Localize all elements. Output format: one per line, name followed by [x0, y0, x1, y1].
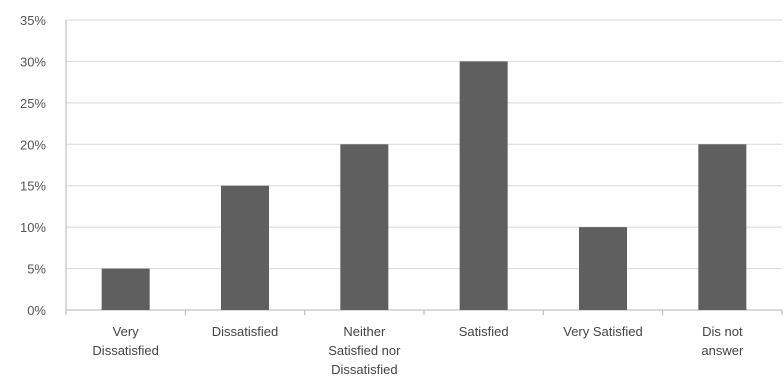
y-tick-label: 20%: [20, 137, 46, 152]
y-tick-labels: 0% 5% 10% 15% 20% 25% 30% 35%: [20, 13, 46, 318]
y-tick-label: 10%: [20, 220, 46, 235]
x-category-label: Very: [113, 324, 140, 339]
x-category-label: Neither: [343, 324, 386, 339]
gridlines: [66, 19, 782, 270]
x-category-labels: Very Dissatisfied Dissatisfied Neither Satis…: [92, 324, 744, 377]
bar-0: [101, 268, 150, 310]
y-tick-label: 30%: [20, 54, 46, 69]
bar-5: [698, 144, 747, 310]
x-category-label: Dis not: [702, 324, 743, 339]
y-tick-label: 5%: [27, 262, 46, 277]
x-category-label: Satisfied nor: [328, 343, 401, 358]
x-category-label: answer: [701, 343, 744, 358]
x-category-label: Satisfied: [459, 324, 509, 339]
y-tick-label: 15%: [20, 179, 46, 194]
x-category-label: Dissatisfied: [331, 362, 397, 377]
bar-4: [579, 227, 627, 310]
x-category-label: Dissatisfied: [212, 324, 278, 339]
y-tick-label: 25%: [20, 96, 46, 111]
y-tick-label: 35%: [20, 13, 46, 28]
axes: [65, 20, 783, 315]
x-category-label: Dissatisfied: [92, 343, 158, 358]
x-category-label: Very Satisfied: [563, 324, 643, 339]
bars: [101, 61, 747, 310]
bar-1: [221, 185, 269, 310]
bar-3: [459, 61, 508, 310]
y-tick-label: 0%: [27, 303, 46, 318]
bar-2: [340, 144, 389, 310]
